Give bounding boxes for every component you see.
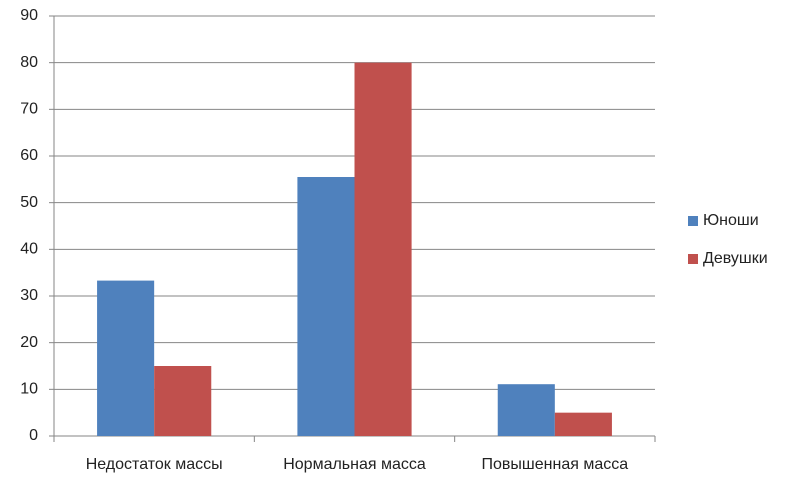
bar (154, 366, 212, 436)
legend-label: Юноши (703, 212, 759, 229)
bar (554, 412, 612, 436)
x-tick-label: Нормальная масса (283, 456, 426, 473)
legend-label: Девушки (703, 250, 768, 267)
x-tick-label: Недостаток массы (86, 456, 223, 473)
x-tick-label: Повышенная масса (482, 456, 629, 473)
y-tick-label: 20 (20, 334, 38, 351)
y-tick-label: 50 (20, 194, 38, 211)
bar (297, 177, 355, 436)
bar (497, 384, 555, 436)
y-tick-label: 30 (20, 287, 38, 304)
bar (97, 280, 155, 436)
y-tick-label: 10 (20, 381, 38, 398)
y-tick-label: 0 (29, 427, 38, 444)
y-tick-label: 80 (20, 54, 38, 71)
legend-swatch (688, 254, 698, 264)
y-tick-label: 60 (20, 147, 38, 164)
legend-swatch (688, 216, 698, 226)
bar (354, 62, 412, 437)
y-tick-label: 90 (20, 7, 38, 24)
y-tick-label: 70 (20, 101, 38, 118)
y-tick-label: 40 (20, 241, 38, 258)
